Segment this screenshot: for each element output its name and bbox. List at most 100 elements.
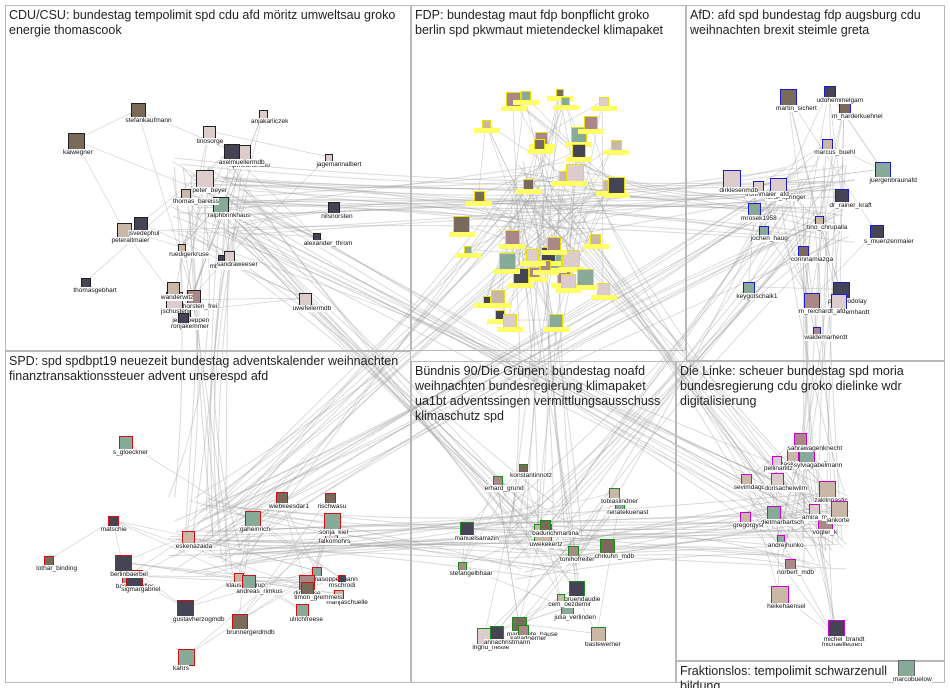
node-label: heikehaensel [767, 602, 806, 610]
edge [237, 496, 282, 578]
node-tag [552, 104, 579, 110]
edge-bundle [556, 231, 841, 562]
edge-bundle [169, 225, 791, 241]
node-icon [869, 225, 884, 240]
edge-bundle [182, 168, 199, 552]
node-tag [508, 283, 535, 289]
edge [810, 107, 845, 301]
edge-bundle [213, 191, 248, 560]
edge-bundle [218, 198, 549, 214]
edge-bundle [514, 553, 779, 580]
edge-bundle [172, 161, 779, 542]
node-label: andreas_rimkus [236, 588, 283, 596]
node-label: vogler_k [812, 529, 838, 537]
edge-bundle [506, 192, 545, 548]
edge-bundle [234, 512, 775, 531]
node-tag [499, 244, 526, 250]
node-icon [897, 659, 915, 677]
edge-bundle [542, 174, 777, 543]
edge [828, 90, 882, 170]
edge [538, 143, 595, 239]
node-icon [780, 88, 798, 106]
node-label: falkomohrs [318, 537, 351, 545]
edge [478, 195, 555, 321]
node-tag [562, 181, 589, 187]
edge-bundle [244, 221, 557, 549]
edge [280, 496, 306, 583]
edge [544, 504, 620, 525]
edge-bundle [201, 516, 811, 552]
edge [485, 123, 548, 254]
edge [478, 150, 578, 197]
node-tag [512, 100, 539, 106]
cluster-panel: Fraktionslos: tempolimit schwarzenull bi… [676, 661, 945, 688]
edge-bundle [576, 534, 811, 566]
edge-bundle [193, 504, 541, 542]
node-label: thomas_bareiss [173, 198, 219, 206]
node-label: jagemannalbert [316, 160, 362, 168]
node-icon [561, 273, 577, 289]
node-label: kahrs [173, 665, 189, 673]
edge-bundle [569, 185, 831, 237]
node-icon [590, 627, 606, 643]
edge-bundle [558, 170, 579, 582]
edge-bundle [521, 172, 838, 519]
edge-bundle [167, 183, 210, 498]
edge-bundle [573, 240, 832, 568]
edge-bundle [554, 210, 818, 543]
edge-bundle [582, 158, 848, 545]
edge-bundle [205, 202, 783, 518]
edge [112, 520, 249, 582]
node-label: matschie [100, 525, 127, 533]
edge [818, 219, 841, 290]
edge-bundle [171, 206, 789, 538]
edge-bundle [231, 166, 578, 567]
edge-bundle [219, 203, 582, 232]
edge-bundle [781, 192, 809, 560]
node-icon [114, 554, 132, 572]
edge-bundle [237, 509, 563, 554]
node-label: alexander_throm [303, 240, 353, 248]
edge [596, 504, 620, 634]
edge [532, 92, 560, 272]
edge-bundle [537, 210, 791, 511]
node-icon [766, 506, 781, 521]
edge [140, 150, 231, 224]
node-label: anjakarliczek [250, 118, 289, 126]
cluster-panel: AfD: afd spd bundestag fdp augsburg cdu … [686, 5, 945, 361]
edge [484, 504, 620, 636]
edge [828, 90, 839, 302]
edge [172, 131, 209, 300]
node-icon [835, 189, 850, 204]
node-label: konstantinnotz [510, 471, 552, 479]
node-icon [490, 290, 505, 305]
edge [467, 184, 616, 250]
node-tag [494, 268, 521, 274]
edge-bundle [215, 539, 559, 569]
node-label: timon_gremmels [294, 594, 343, 602]
node-tag [540, 250, 567, 256]
edge-bundle [824, 189, 836, 552]
edge-bundle [562, 224, 793, 546]
node-label: dirklesenmdb [719, 186, 759, 194]
edge [124, 441, 342, 579]
node-tag [572, 285, 599, 291]
node-label: gaheinrich [239, 525, 270, 533]
edge [112, 520, 307, 588]
node-label: manjaschuelle [326, 598, 368, 606]
edge-bundle [212, 172, 543, 200]
node-icon [803, 293, 820, 310]
node-label: pellinarlitz [763, 464, 793, 472]
edge-bundle [238, 506, 790, 556]
node-label: sevimdagdelen [733, 484, 778, 492]
edge [495, 492, 614, 633]
cluster-title: Fraktionslos: tempolimit schwarzenull bi… [680, 664, 888, 688]
edge-bundle [532, 224, 809, 546]
node-tag [555, 287, 582, 293]
node-label: brunnergerdmdb [226, 628, 275, 636]
edge-bundle [178, 165, 848, 214]
edge-bundle [170, 521, 799, 538]
node-label: dietmarbartsch [760, 519, 804, 527]
edge-bundle [246, 530, 808, 551]
edge [467, 248, 532, 255]
